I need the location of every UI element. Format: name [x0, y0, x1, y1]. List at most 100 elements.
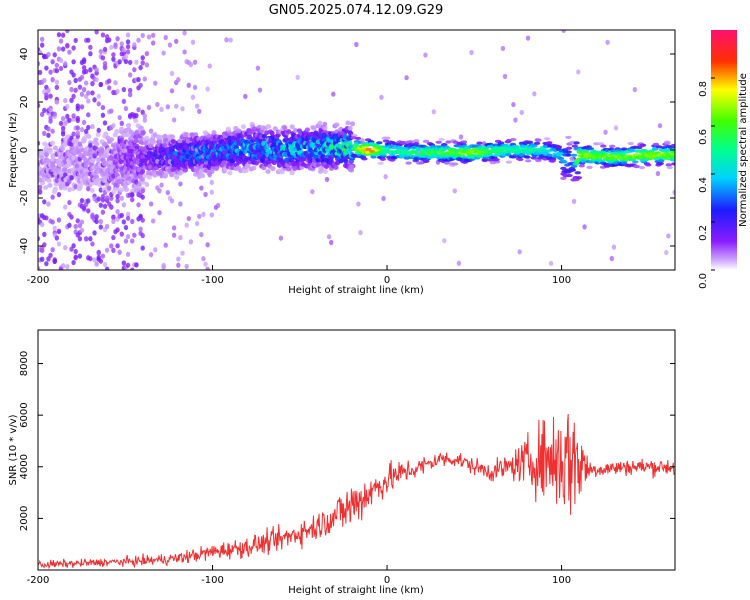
spectrogram-cell — [451, 162, 459, 166]
spectrogram-noise-cell — [228, 37, 233, 43]
spectrogram-noise-cell — [73, 223, 78, 230]
spectrogram-cell — [168, 146, 175, 152]
spectrogram-noise-cell — [71, 45, 76, 51]
spectrogram-cell — [531, 144, 538, 148]
spectrogram-noise-cell — [125, 211, 131, 218]
spectrogram-noise-cell — [194, 220, 200, 227]
spectrogram-noise-cell — [63, 204, 68, 210]
spectrogram-noise-cell — [188, 62, 194, 68]
spectrogram-noise-cell — [525, 35, 531, 41]
spectrogram-noise-cell — [83, 80, 89, 86]
spectrogram-noise-cell — [157, 210, 162, 216]
spectrogram-noise-cell — [73, 37, 78, 44]
spectrogram-noise-cell — [88, 44, 93, 50]
spectrogram-noise-cell — [107, 185, 112, 191]
spectrogram-noise-cell — [46, 126, 51, 132]
spectrogram-noise-cell — [58, 38, 64, 44]
spectrogram-cell — [304, 127, 311, 133]
spectrogram-noise-cell — [94, 261, 99, 267]
spectrogram-noise-cell — [153, 247, 158, 253]
spectrogram-noise-cell — [201, 256, 206, 262]
spectrogram-noise-cell — [54, 178, 60, 184]
spectrogram-noise-cell — [67, 49, 72, 55]
spectrogram-cell — [211, 130, 217, 135]
spectrogram-noise-cell — [56, 228, 62, 235]
spectrogram-cell — [627, 141, 634, 146]
spectrogram-noise-cell — [134, 262, 139, 268]
spectrogram-noise-cell — [138, 226, 143, 232]
spectrogram-noise-cell — [169, 88, 175, 94]
spectrogram-cell — [108, 160, 114, 166]
spectrogram-noise-cell — [144, 181, 150, 188]
spectrogram-noise-cell — [356, 201, 361, 207]
spectrogram-noise-cell — [632, 87, 638, 93]
spectrogram-noise-cell — [65, 113, 70, 119]
spectrogram-cell — [593, 142, 600, 146]
spectrogram-noise-cell — [104, 223, 110, 230]
spectrogram-noise-cell — [100, 55, 106, 61]
y-tick-label: 4000 — [19, 454, 30, 479]
spectrogram-noise-cell — [125, 39, 131, 45]
spectrogram-cell — [94, 141, 100, 147]
spectrogram-noise-cell — [50, 77, 55, 83]
spectrogram-noise-cell — [140, 109, 145, 115]
spectrogram-noise-cell — [109, 195, 114, 201]
spectrogram-noise-cell — [358, 229, 363, 236]
spectrogram-noise-cell — [44, 261, 49, 267]
spectrogram-noise-cell — [571, 198, 577, 204]
spectrogram-noise-cell — [69, 86, 74, 93]
x-tick-label: -200 — [27, 275, 50, 286]
spectrogram-cell — [549, 159, 556, 163]
spectrogram-noise-cell — [73, 77, 78, 84]
snr-series-line — [38, 413, 675, 570]
spectrogram-noise-cell — [60, 46, 66, 52]
spectrogram-noise-cell — [56, 46, 62, 52]
spectrogram-noise-cell — [92, 97, 97, 103]
spectrogram-noise-cell — [96, 127, 101, 133]
spectrogram-noise-cell — [178, 201, 183, 207]
spectrogram-noise-cell — [360, 138, 365, 144]
spectrogram-noise-cell — [328, 239, 334, 246]
spectrogram-noise-cell — [111, 247, 116, 253]
spectrogram-noise-cell — [176, 256, 181, 262]
spectrogram-cell — [311, 126, 317, 131]
spectrogram-noise-cell — [38, 266, 41, 270]
spectrogram-noise-cell — [56, 241, 62, 247]
spectrogram-cell — [570, 153, 578, 157]
spectrogram-cell — [535, 158, 542, 163]
spectrogram-noise-cell — [121, 260, 127, 266]
spectrogram-noise-cell — [75, 130, 80, 136]
spectrogram-cell — [296, 128, 303, 134]
spectrogram-noise-cell — [121, 202, 127, 208]
spectrogram-noise-cell — [75, 115, 80, 122]
spectrogram-cell — [272, 126, 278, 132]
spectrogram-noise-cell — [140, 194, 145, 200]
spectrogram-noise-cell — [140, 233, 145, 239]
x-tick-label: -100 — [201, 275, 224, 286]
spectrogram-cell — [173, 174, 180, 180]
spectrogram-noise-cell — [582, 224, 587, 230]
spectrogram-noise-cell — [90, 90, 95, 96]
colorbar-tick-label: 0.6 — [698, 129, 709, 145]
spectrogram-cell — [573, 141, 580, 145]
spectrogram-noise-cell — [100, 112, 106, 118]
spectrogram-noise-cell — [205, 86, 210, 92]
spectrogram-noise-cell — [657, 123, 663, 129]
spectrogram-noise-cell — [609, 255, 615, 262]
spectrogram-noise-cell — [102, 203, 108, 209]
spectrogram-noise-cell — [88, 236, 93, 242]
spectrogram-cell — [670, 143, 675, 148]
spectrogram-noise-cell — [54, 79, 60, 85]
spectrogram-cell — [493, 158, 500, 162]
spectrogram-cell — [664, 141, 671, 145]
spectrogram-noise-cell — [134, 113, 139, 119]
spectrogram-cell — [628, 148, 636, 152]
spectrogram-noise-cell — [119, 212, 124, 218]
spectrogram-noise-cell — [144, 62, 150, 68]
y-tick-label: 20 — [19, 96, 30, 109]
spectrogram-noise-cell — [44, 92, 49, 98]
spectrogram-cell — [246, 134, 253, 140]
spectrogram-noise-cell — [67, 178, 72, 185]
spectrogram-noise-cell — [94, 77, 99, 83]
spectrogram-noise-cell — [109, 243, 114, 249]
